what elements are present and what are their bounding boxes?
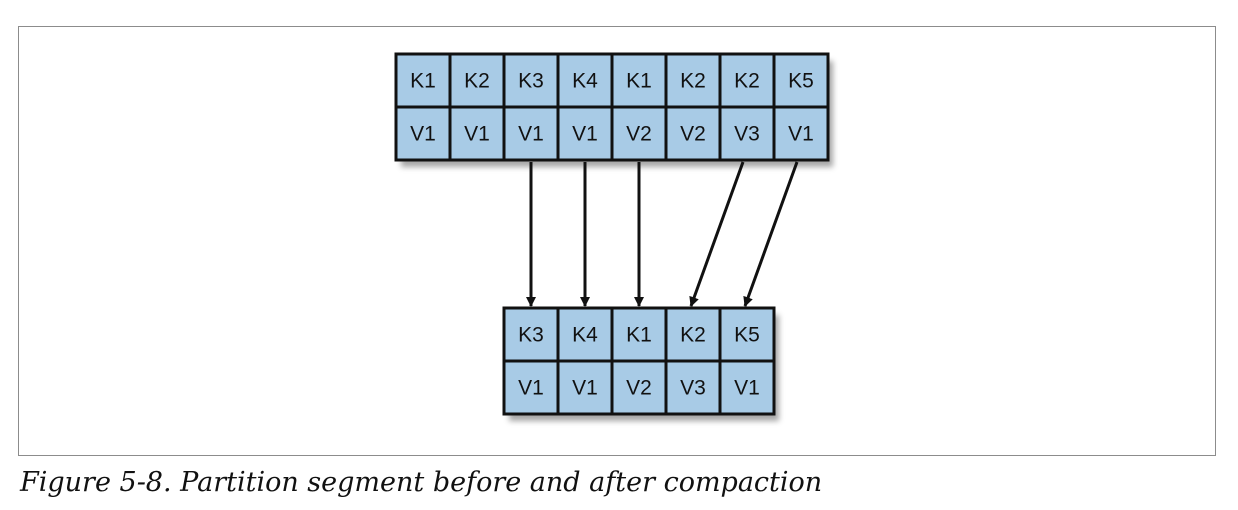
segment-before-compaction: K1 K2 K3 K4 K1 K2 K2 K5 V1 V1 V1 V1 V2 V2 V3 V1: [394, 52, 830, 162]
after-key-label: K4: [572, 324, 598, 347]
before-value-cell: [772, 105, 830, 162]
before-key-cell: [718, 52, 776, 109]
before-key-cell: [772, 52, 830, 109]
before-value-cell: [610, 105, 668, 162]
before-key-cell: [448, 52, 506, 109]
after-value-cell: [556, 359, 614, 416]
before-value-cell: [664, 105, 722, 162]
before-key-label: K5: [788, 70, 814, 93]
before-value-label: V1: [518, 123, 544, 146]
after-value-cell: [502, 359, 560, 416]
before-value-cell: [394, 105, 452, 162]
after-value-label: V3: [680, 377, 706, 400]
after-key-cell: [718, 306, 776, 363]
before-key-label: K1: [410, 70, 436, 93]
after-key-label: K1: [626, 324, 652, 347]
before-key-cell: [394, 52, 452, 109]
after-key-label: K2: [680, 324, 706, 347]
before-value-label: V3: [734, 123, 760, 146]
after-value-label: V2: [626, 377, 652, 400]
segment-after-compaction: K3 K4 K1 K2 K5 V1 V1 V2 V3 V1: [502, 306, 776, 416]
before-value-label: V1: [410, 123, 436, 146]
before-key-label: K2: [680, 70, 706, 93]
figure-caption: Figure 5-8. Partition segment before and…: [20, 467, 823, 498]
before-key-label: K4: [572, 70, 598, 93]
before-key-label: K3: [518, 70, 544, 93]
before-value-label: V1: [572, 123, 598, 146]
before-key-label: K2: [734, 70, 760, 93]
after-value-label: V1: [734, 377, 760, 400]
compaction-arrows: [526, 161, 799, 307]
before-value-label: V1: [788, 123, 814, 146]
before-value-cell: [556, 105, 614, 162]
after-key-label: K5: [734, 324, 760, 347]
compaction-arrow: [743, 161, 799, 307]
after-value-label: V1: [572, 377, 598, 400]
before-value-cell: [448, 105, 506, 162]
before-key-label: K1: [626, 70, 652, 93]
after-value-cell: [664, 359, 722, 416]
compaction-arrow: [689, 161, 745, 307]
before-value-label: V2: [680, 123, 706, 146]
before-key-label: K2: [464, 70, 490, 93]
before-value-cell: [718, 105, 776, 162]
after-key-label: K3: [518, 324, 544, 347]
before-value-label: V2: [626, 123, 652, 146]
before-value-label: V1: [464, 123, 490, 146]
after-value-cell: [718, 359, 776, 416]
before-value-cell: [502, 105, 560, 162]
after-value-label: V1: [518, 377, 544, 400]
